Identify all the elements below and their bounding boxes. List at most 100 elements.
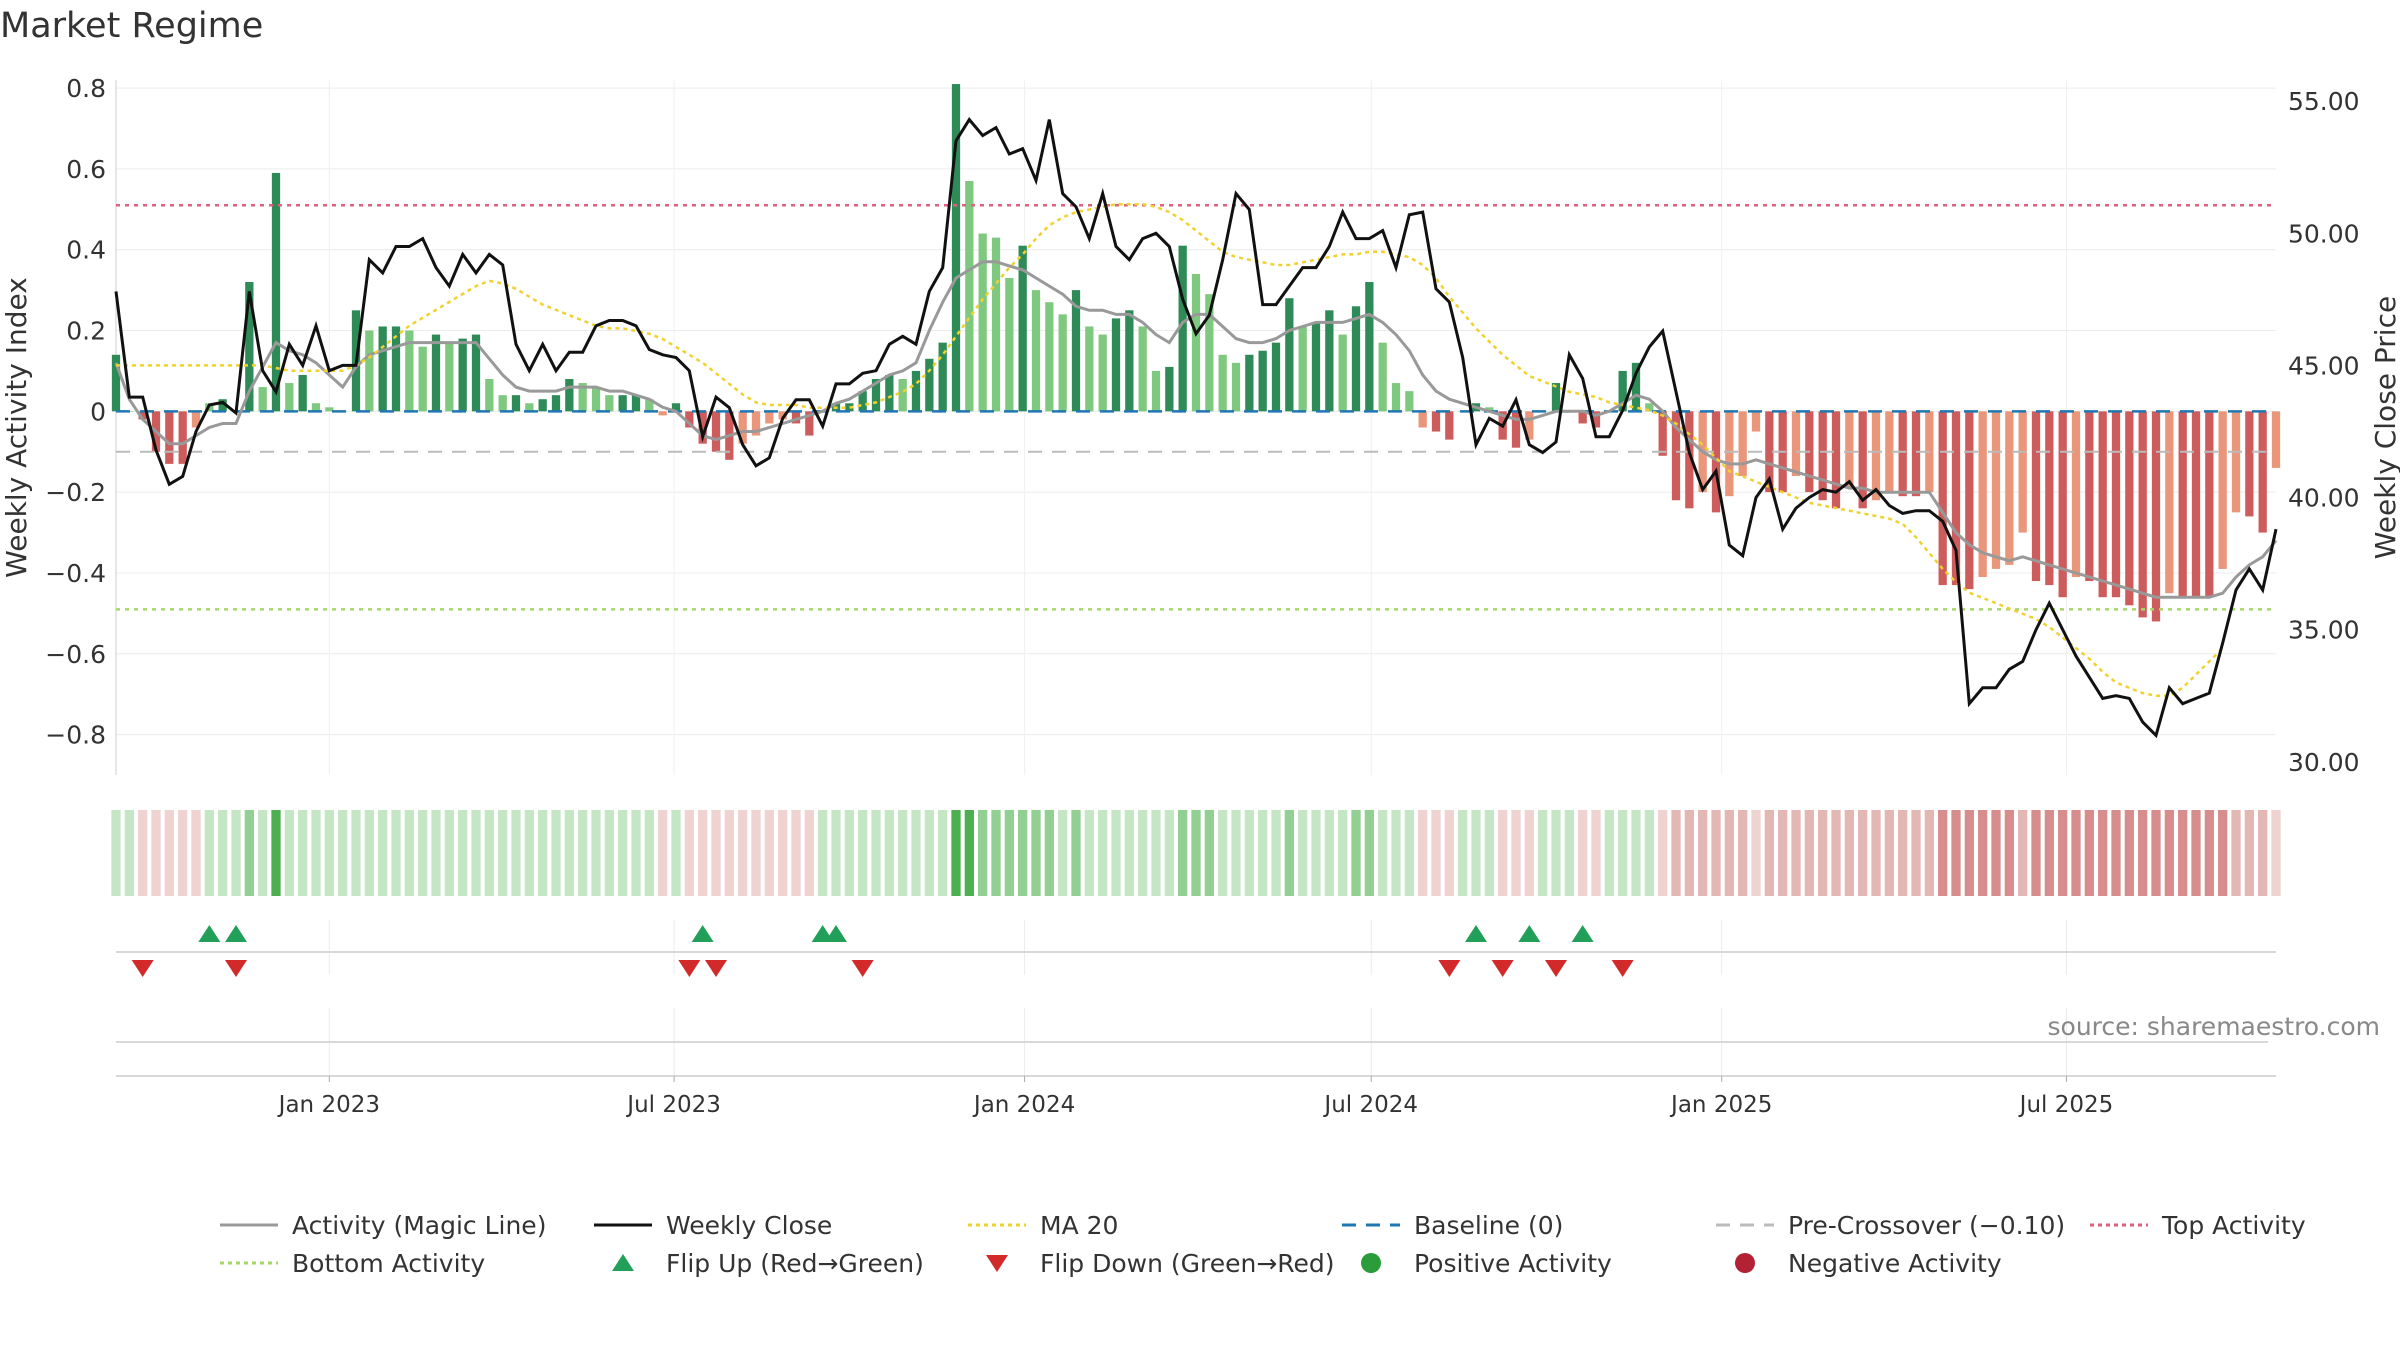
activity-bar [1445, 411, 1454, 440]
regime-strip-cell [1044, 810, 1054, 896]
weekly-close-line [114, 117, 2278, 739]
activity-bar [1871, 411, 1881, 501]
legend-item: Top Activity [2090, 1211, 2306, 1240]
regime-strip-cell [858, 810, 868, 896]
regime-strip-cell [1831, 810, 1841, 896]
activity-bar [1218, 354, 1227, 412]
activity-bar [1311, 322, 1321, 412]
activity-bar [1005, 277, 1014, 412]
regime-strip-cell [991, 810, 1001, 896]
regime-strip-cell [178, 810, 188, 896]
y-left-tick-label: 0.6 [66, 155, 106, 184]
y-right-tick-label: 55.00 [2288, 87, 2360, 116]
activity-bar [485, 379, 494, 412]
legend-item: Baseline (0) [1342, 1211, 1563, 1240]
regime-strip-cell [1364, 810, 1374, 896]
activity-bar [1018, 245, 1027, 412]
activity-bar [1165, 366, 1174, 412]
flip-up-marker [198, 925, 221, 942]
activity-bar [325, 407, 334, 412]
regime-strip-cell [764, 810, 774, 896]
activity-bar [965, 181, 974, 412]
regime-strip-cell [1351, 810, 1361, 896]
regime-strip-cell [844, 810, 854, 896]
regime-strip-cell [1111, 810, 1121, 896]
activity-bar [1751, 411, 1761, 432]
flip-down-marker [1611, 960, 1634, 977]
legend-label: Top Activity [2161, 1211, 2306, 1240]
y-right-tick-label: 45.00 [2288, 351, 2360, 380]
regime-strip-cell [2204, 810, 2214, 896]
legend-item: Flip Down (Green→Red) [986, 1249, 1335, 1278]
activity-bar [925, 358, 934, 412]
activity-bar [1245, 354, 1254, 412]
y-right-tick-label: 40.00 [2288, 484, 2360, 513]
activity-bar [551, 395, 561, 412]
activity-bar [2111, 411, 2121, 598]
activity-bar [2191, 411, 2201, 598]
legend-swatch [1735, 1253, 1755, 1273]
flip-down-marker [678, 960, 701, 977]
x-tick-label: Jul 2023 [625, 1092, 721, 1118]
regime-strip-cell [1151, 810, 1161, 896]
activity-bar [418, 346, 427, 412]
activity-bar [2218, 411, 2227, 569]
activity-bar [1191, 273, 1201, 412]
activity-bar [1818, 411, 1827, 501]
x-tick-label: Jul 2025 [2018, 1092, 2114, 1118]
activity-bar [1178, 245, 1187, 412]
regime-strip-cell [2124, 810, 2134, 896]
regime-strip-cell [1644, 810, 1654, 896]
activity-bar [591, 387, 601, 412]
activity-bar [1911, 411, 1921, 497]
legend-item: Weekly Close [594, 1211, 832, 1240]
regime-strip-cell [1404, 810, 1414, 896]
regime-strip-cell [191, 810, 201, 896]
regime-strip-cell [724, 810, 734, 896]
regime-strip-cell [1618, 810, 1628, 896]
x-tick-label: Jul 2024 [1322, 1092, 1418, 1118]
regime-strip-cell [258, 810, 268, 896]
regime-strip-cell [1871, 810, 1881, 896]
activity-bar [1578, 411, 1587, 424]
activity-bar [271, 172, 281, 412]
activity-bar [1845, 411, 1854, 489]
regime-strip-cell [711, 810, 721, 896]
activity-bar [2245, 411, 2254, 517]
activity-bar [311, 403, 321, 412]
flip-up-marker [1571, 925, 1594, 942]
activity-bar [2205, 411, 2214, 598]
regime-strip-cell [124, 810, 134, 896]
flip-up-marker [825, 925, 847, 942]
regime-strip-cell [2111, 810, 2121, 896]
regime-strip-cell [2071, 810, 2081, 896]
activity-bar [618, 395, 627, 412]
source-note: source: sharemaestro.com [2047, 1012, 2381, 1041]
regime-strip-cell [1844, 810, 1854, 896]
activity-bar [565, 379, 574, 412]
regime-strip-cell [1538, 810, 1548, 896]
activity-bar [2258, 411, 2267, 533]
activity-bar [2098, 411, 2107, 598]
regime-strip-cell [431, 810, 441, 896]
regime-strip-cell [1791, 810, 1801, 896]
regime-strip-cell [1218, 810, 1228, 896]
y-left-tick-label: 0.2 [66, 317, 106, 346]
activity-bar [711, 411, 721, 452]
regime-strip-cell [1591, 810, 1601, 896]
y-right-tick-label: 50.00 [2288, 219, 2360, 248]
activity-bar [1951, 411, 1961, 586]
regime-strip-cell [898, 810, 908, 896]
regime-strip-cell [1711, 810, 1721, 896]
regime-strip-cell [2084, 810, 2094, 896]
legend-label: Baseline (0) [1414, 1211, 1563, 1240]
regime-strip-cell [1271, 810, 1281, 896]
activity-bar [2151, 411, 2161, 622]
regime-strip-cell [1058, 810, 1068, 896]
activity-bar [1391, 383, 1401, 412]
regime-strip-cell [911, 810, 921, 896]
activity-bar [1111, 318, 1121, 412]
legend-label: Flip Up (Red→Green) [666, 1249, 924, 1278]
activity-bar [1631, 362, 1641, 412]
activity-bar [1938, 411, 1947, 586]
